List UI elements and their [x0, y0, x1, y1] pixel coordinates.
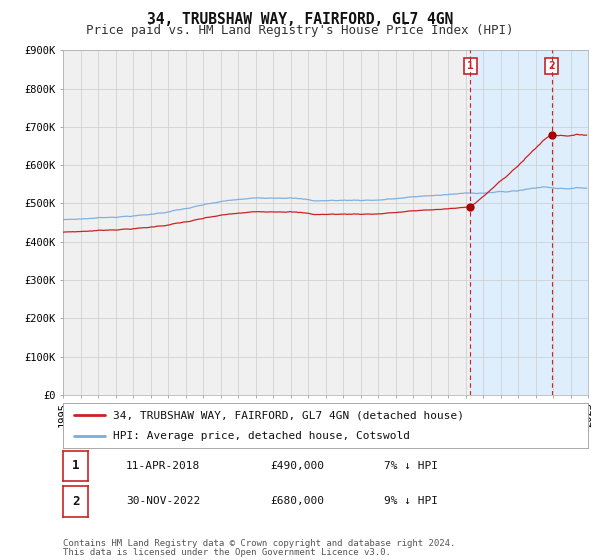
Text: 30-NOV-2022: 30-NOV-2022 — [126, 496, 200, 506]
Text: 9% ↓ HPI: 9% ↓ HPI — [384, 496, 438, 506]
Text: Price paid vs. HM Land Registry's House Price Index (HPI): Price paid vs. HM Land Registry's House … — [86, 24, 514, 37]
Text: 2: 2 — [72, 494, 79, 508]
Text: 34, TRUBSHAW WAY, FAIRFORD, GL7 4GN: 34, TRUBSHAW WAY, FAIRFORD, GL7 4GN — [147, 12, 453, 27]
Text: 34, TRUBSHAW WAY, FAIRFORD, GL7 4GN (detached house): 34, TRUBSHAW WAY, FAIRFORD, GL7 4GN (det… — [113, 410, 464, 421]
Text: £680,000: £680,000 — [270, 496, 324, 506]
Text: 7% ↓ HPI: 7% ↓ HPI — [384, 461, 438, 471]
Text: Contains HM Land Registry data © Crown copyright and database right 2024.: Contains HM Land Registry data © Crown c… — [63, 539, 455, 548]
Text: HPI: Average price, detached house, Cotswold: HPI: Average price, detached house, Cots… — [113, 431, 410, 441]
Text: This data is licensed under the Open Government Licence v3.0.: This data is licensed under the Open Gov… — [63, 548, 391, 557]
Text: 1: 1 — [72, 459, 79, 473]
Bar — [470, 50, 588, 395]
Text: 1: 1 — [467, 61, 474, 71]
Text: 2: 2 — [548, 61, 555, 71]
Text: 11-APR-2018: 11-APR-2018 — [126, 461, 200, 471]
Text: £490,000: £490,000 — [270, 461, 324, 471]
